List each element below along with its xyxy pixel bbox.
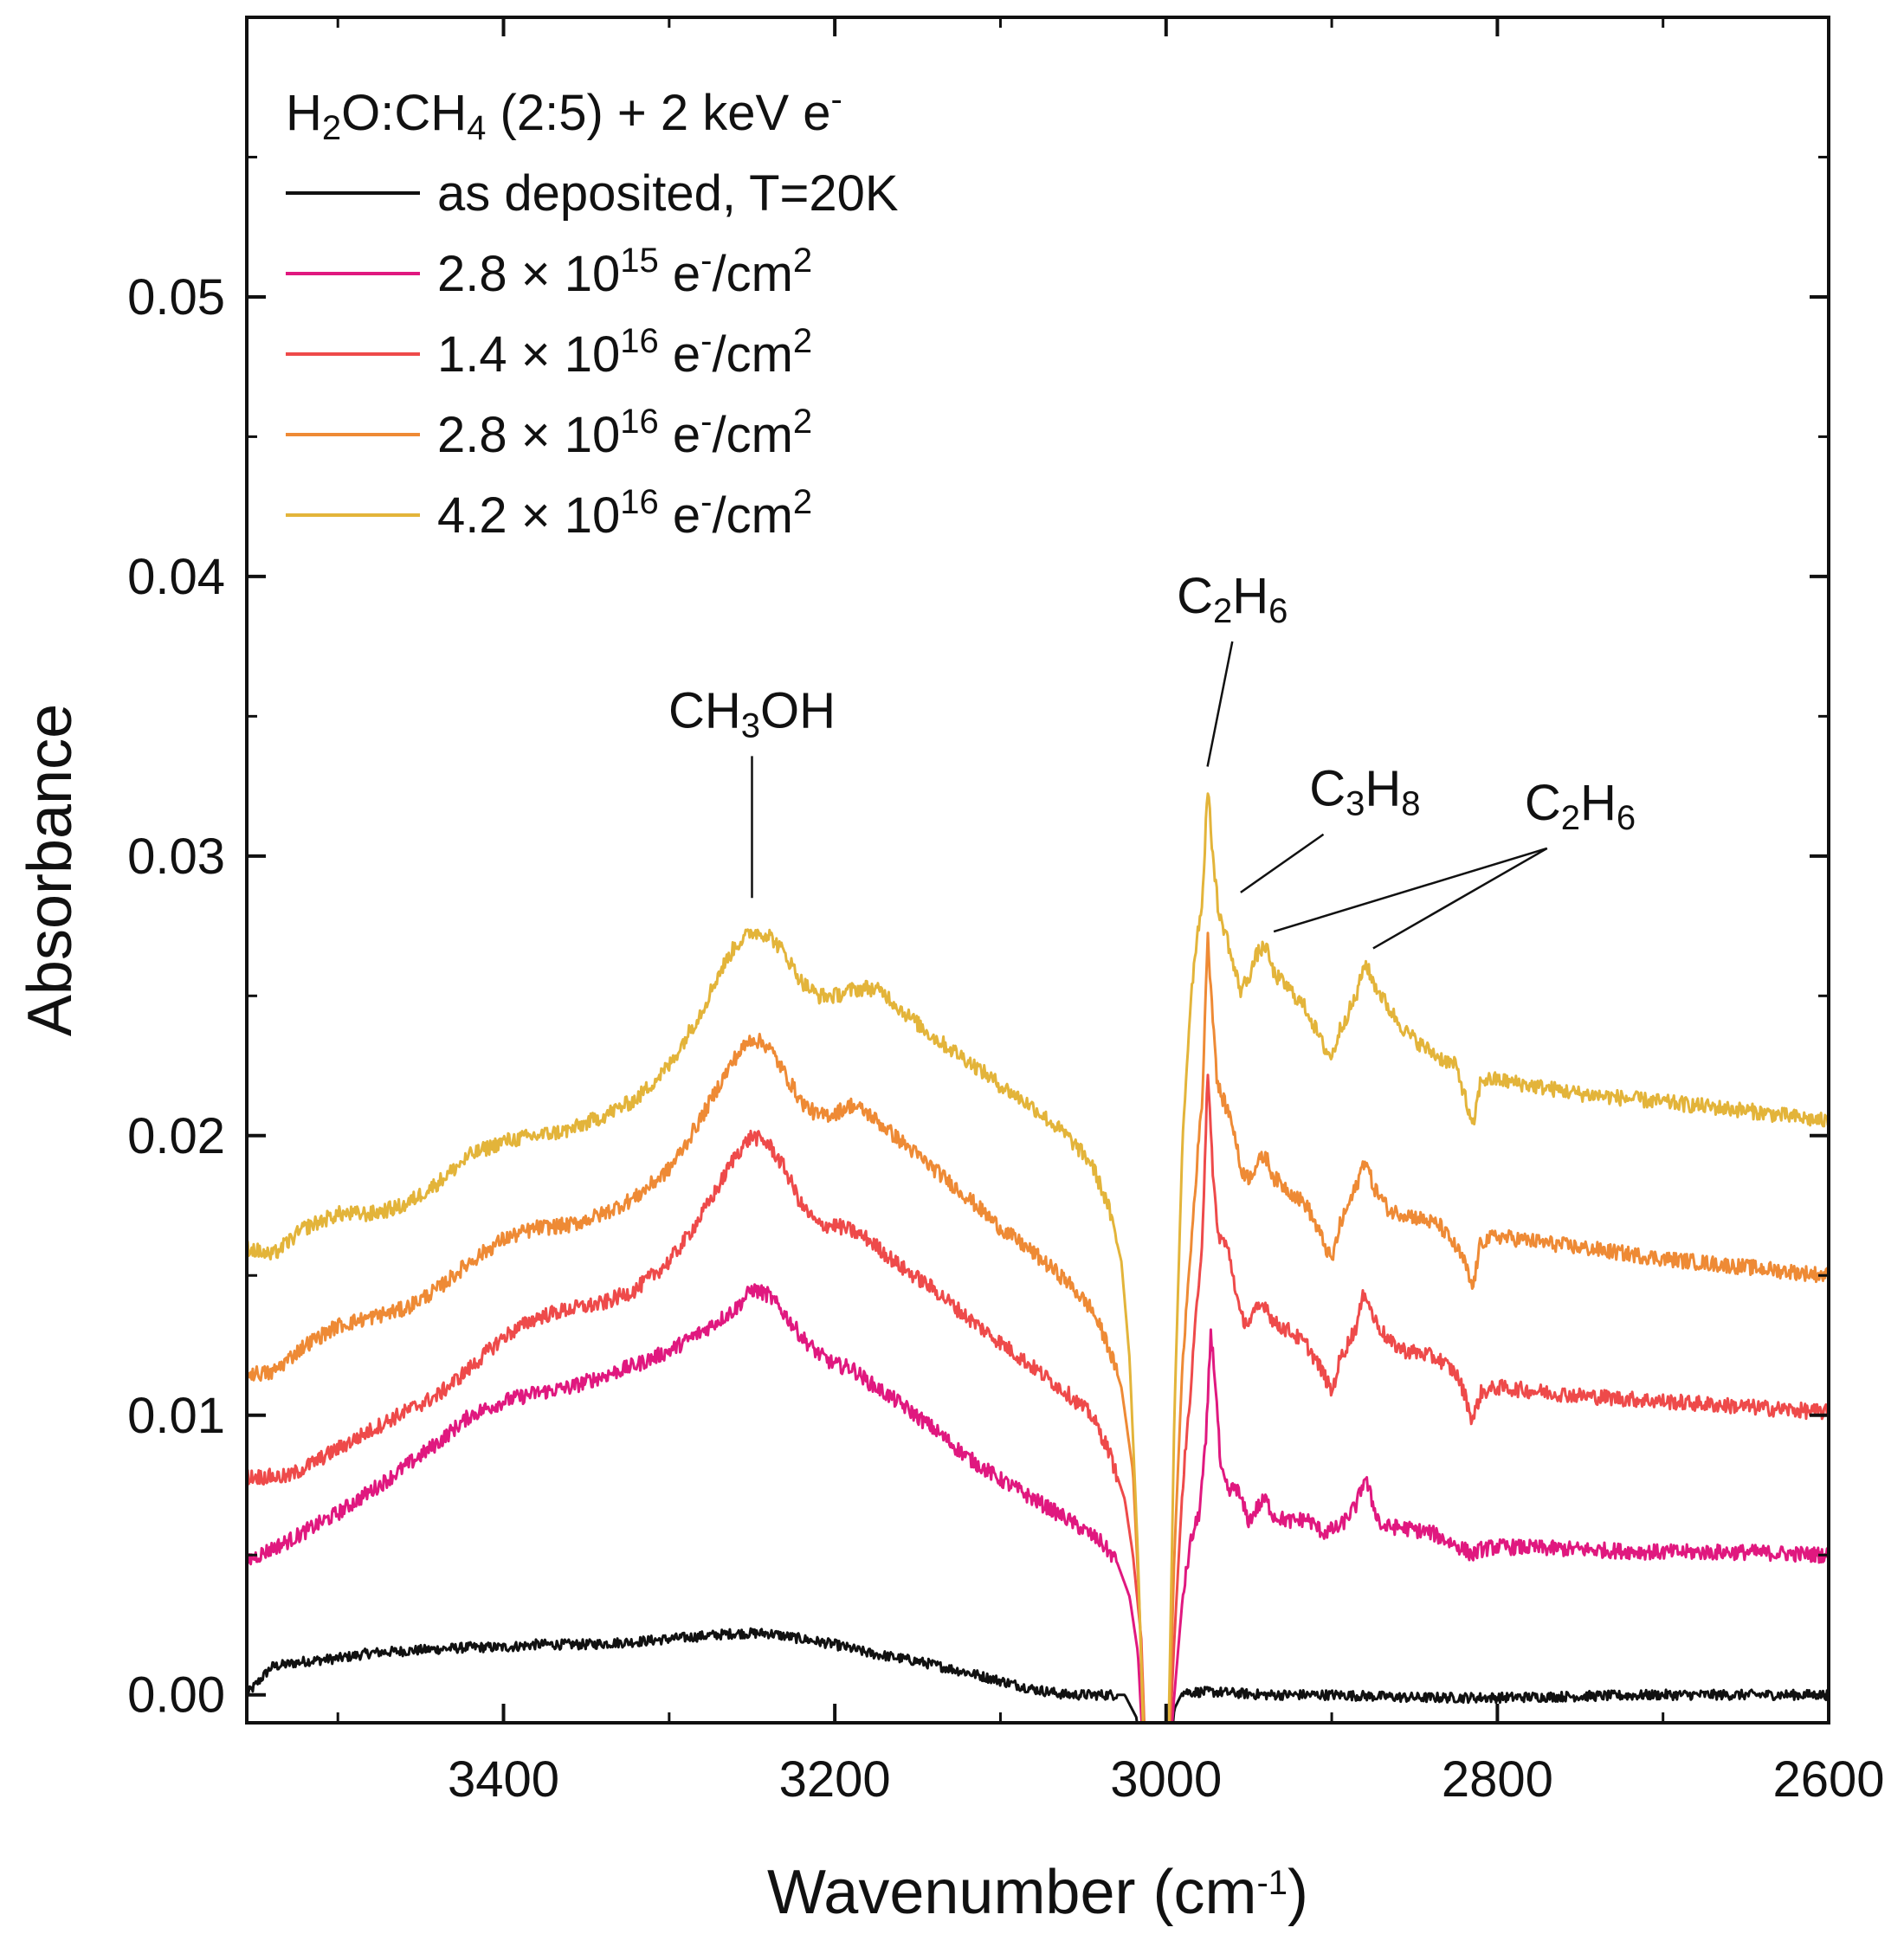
legend-label-4-part: -	[700, 483, 712, 521]
legend-label-3-part: -	[700, 403, 712, 441]
y-tick-label: 0.00	[127, 1667, 225, 1724]
series-line-1	[247, 1283, 1829, 1723]
legend-label-4: 4.2 × 1016 e-/cm2	[437, 483, 812, 544]
legend-label-2: 1.4 × 1016 e-/cm2	[437, 322, 812, 383]
legend-label-4-part: 16	[620, 483, 659, 521]
annotation-label-0: CH3OH	[668, 682, 836, 745]
annotation-label-1: C2H6	[1177, 568, 1288, 630]
legend-label-3-part: 2	[793, 403, 812, 441]
legend-label-3-part: e	[659, 407, 700, 463]
legend-label-2-part: e	[659, 326, 700, 383]
annotation-label-0-part: 3	[741, 706, 760, 745]
x-axis-title: Wavenumber (cm-1)	[767, 1858, 1308, 1927]
x-tick-label: 2800	[1442, 1751, 1553, 1808]
legend-title-part: 2	[322, 109, 341, 147]
legend-label-1-part: 2.8 × 10	[437, 246, 620, 302]
annotation-label-3: C2H6	[1525, 775, 1636, 837]
y-tick-label: 0.01	[127, 1388, 225, 1444]
legend-label-3-part: 16	[620, 403, 659, 441]
legend-title-part: -	[831, 81, 842, 119]
annotation-leader-1-0	[1206, 641, 1234, 767]
legend-label-1-part: 15	[620, 242, 659, 280]
legend-label-4-part: 2	[793, 483, 812, 521]
annotation-label-1-part: H	[1232, 568, 1268, 624]
annotation-label-2-part: 8	[1401, 785, 1420, 823]
x-tick-label: 3400	[448, 1751, 559, 1808]
plot-frame	[245, 16, 1830, 1725]
annotation-label-1-part: 6	[1268, 592, 1288, 630]
annotation-label-1-part: 2	[1213, 592, 1232, 630]
legend-title-part: 4	[467, 109, 486, 147]
annotation-label-3-part: 6	[1617, 799, 1636, 837]
x-tick-label: 2600	[1772, 1751, 1884, 1808]
series-line-2	[247, 1073, 1829, 1723]
x-axis-title-paren-open: (	[1135, 1858, 1173, 1927]
series-layer	[247, 792, 1829, 1723]
x-axis-title-unit: cm	[1173, 1858, 1256, 1927]
legend-label-3-part: /cm	[712, 407, 792, 463]
legend-label-4-part: /cm	[712, 487, 792, 544]
x-tick-label: 3200	[779, 1751, 891, 1808]
annotation-label-0-part: CH	[668, 682, 741, 738]
legend-label-1: 2.8 × 1015 e-/cm2	[437, 242, 812, 302]
x-axis-title-main: Wavenumber	[767, 1858, 1136, 1927]
legend-label-2-part: 1.4 × 10	[437, 326, 620, 383]
legend-label-1-part: 2	[793, 242, 812, 280]
legend-label-3: 2.8 × 1016 e-/cm2	[437, 403, 812, 463]
x-axis-title-paren-close: )	[1288, 1858, 1308, 1927]
legend-label-1-part: /cm	[712, 246, 792, 302]
annotation-label-3-part: H	[1580, 775, 1617, 831]
annotation-leader-3-1	[1372, 847, 1548, 950]
legend-label-4-part: e	[659, 487, 700, 544]
annotation-leader-2-0	[1240, 833, 1325, 893]
legend-label-0-part: as deposited, T=20K	[437, 165, 899, 222]
y-axis-title: Absorbance	[16, 704, 85, 1036]
annotation-label-2-part: C	[1309, 761, 1346, 817]
annotation-label-2: C3H8	[1309, 761, 1420, 823]
y-tick-label: 0.05	[127, 269, 225, 326]
legend-title-part: O:CH	[341, 85, 467, 141]
legend-label-2-part: -	[700, 322, 712, 360]
legend-label-2-part: /cm	[712, 326, 792, 383]
legend-label-1-part: e	[659, 246, 700, 302]
axes: 3400 3200 3000 2800 2600 0.00 0.01 0.02 0.03 0.04…	[16, 16, 1885, 1927]
x-tick-label: 3000	[1110, 1751, 1222, 1808]
x-axis-title-unit-exp: -1	[1256, 1864, 1288, 1902]
y-tick-label: 0.03	[127, 828, 225, 885]
legend-title-part: H	[286, 85, 322, 141]
annotation-label-2-part: 3	[1346, 785, 1365, 823]
legend: H2O:CH4 (2:5) + 2 keV e-as deposited, T=…	[286, 81, 899, 544]
annotation-label-3-part: C	[1525, 775, 1561, 831]
annotation-leader-3-0	[1273, 847, 1548, 933]
legend-label-0: as deposited, T=20K	[437, 165, 899, 222]
series-line-3	[247, 932, 1829, 1723]
annotation-label-2-part: H	[1365, 761, 1401, 817]
legend-label-3-part: 2.8 × 10	[437, 407, 620, 463]
y-tick-label: 0.02	[127, 1108, 225, 1164]
legend-label-4-part: 4.2 × 10	[437, 487, 620, 544]
legend-label-2-part: 2	[793, 322, 812, 360]
legend-label-1-part: -	[700, 242, 712, 280]
annotation-label-3-part: 2	[1561, 799, 1580, 837]
series-line-4	[247, 792, 1829, 1723]
legend-label-2-part: 16	[620, 322, 659, 360]
series-line-0	[247, 1627, 1829, 1723]
y-tick-label: 0.04	[127, 549, 225, 605]
legend-title-part: (2:5) + 2 keV e	[486, 85, 830, 141]
legend-title: H2O:CH4 (2:5) + 2 keV e-	[286, 81, 842, 147]
annotation-label-1-part: C	[1177, 568, 1213, 624]
annotation-label-0-part: OH	[760, 682, 836, 738]
